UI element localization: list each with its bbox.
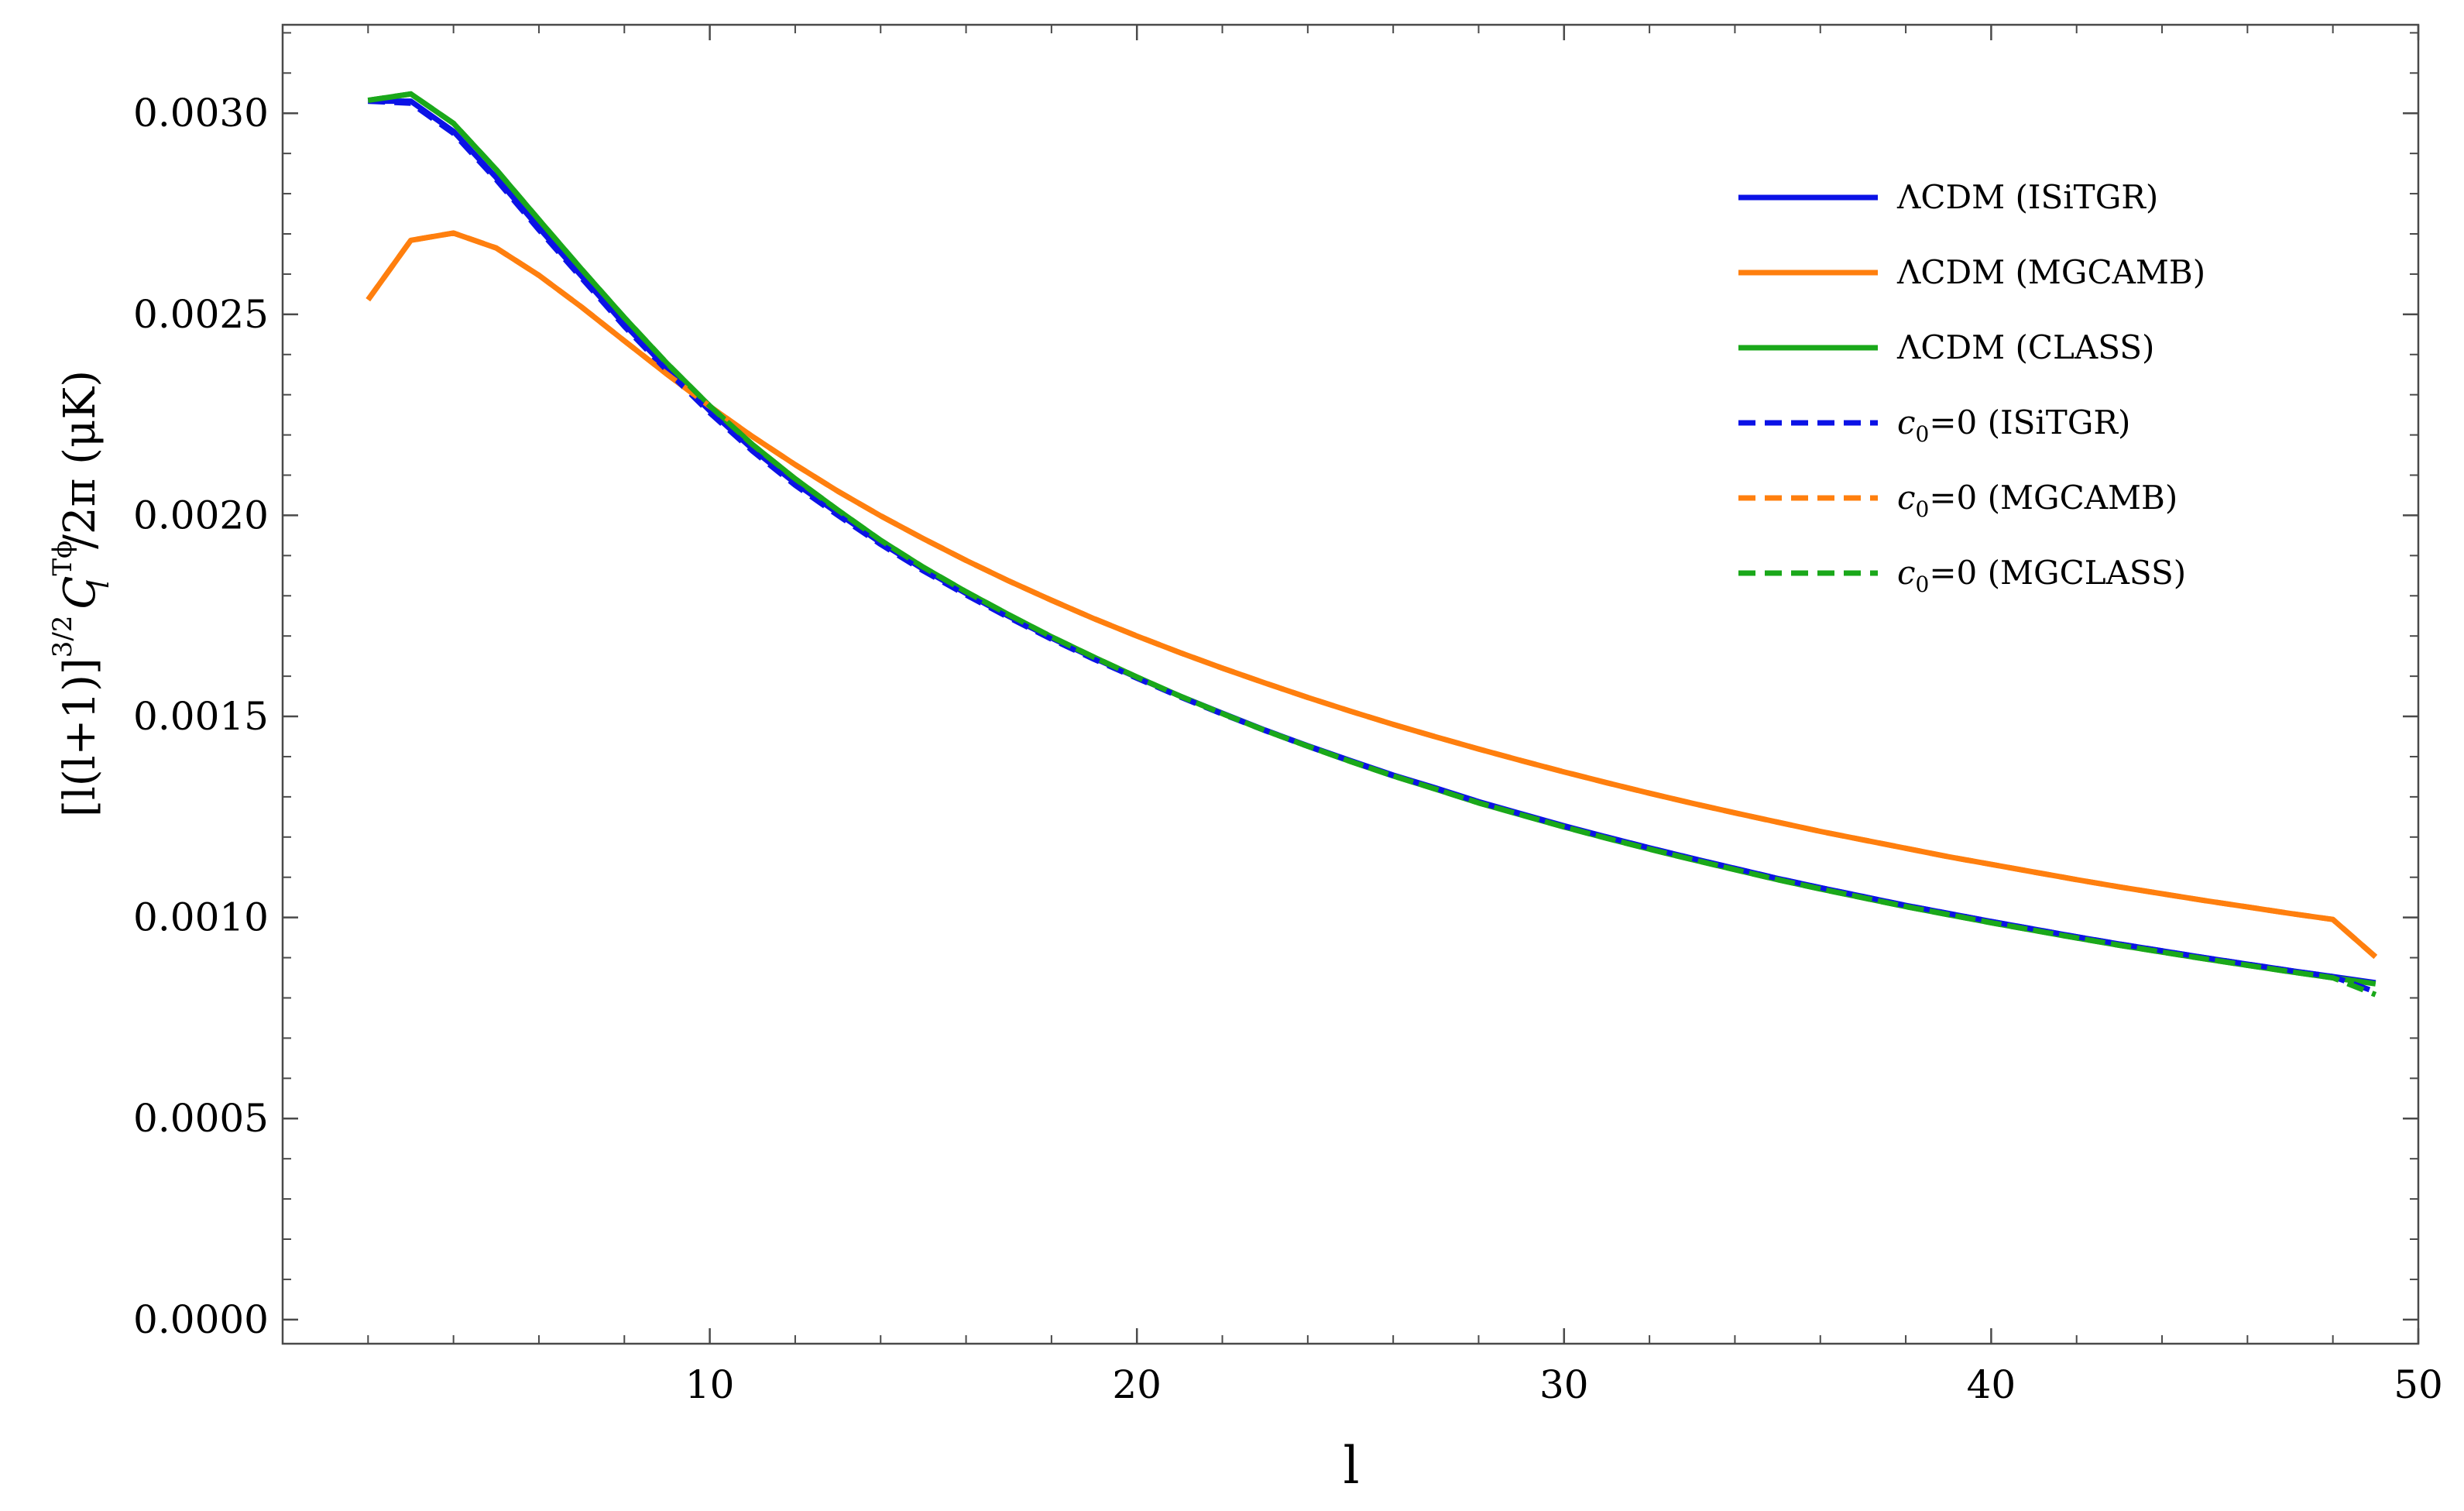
plot-frame bbox=[281, 23, 2420, 1345]
series-line-4 bbox=[368, 98, 2376, 994]
y-axis-title: [l(l+1)]3/2 CTϕl/2π (μK) bbox=[47, 370, 115, 817]
series-line-5 bbox=[365, 230, 2378, 960]
legend-label-2: ΛCDM (MGCAMB) bbox=[1896, 253, 2205, 291]
y-tick-label: 0.0015 bbox=[133, 694, 269, 739]
legend-label-3: ΛCDM (CLASS) bbox=[1896, 328, 2154, 366]
y-axis-title-base: [l(l+1)] bbox=[55, 658, 105, 817]
series-layer bbox=[365, 91, 2378, 998]
y-axis-title-subscript: l bbox=[84, 580, 115, 589]
y-tick-label: 0.0020 bbox=[133, 493, 269, 537]
y-axis-title-exponent: 3/2 bbox=[47, 616, 78, 658]
x-axis-title: l bbox=[1343, 1436, 1359, 1496]
axis-ticks bbox=[283, 25, 2420, 1344]
x-tick-label: 10 bbox=[685, 1362, 735, 1407]
x-tick-label: 30 bbox=[1539, 1362, 1589, 1407]
legend-label-1: ΛCDM (ISiTGR) bbox=[1896, 178, 2158, 216]
x-tick-labels: 10 20 30 40 50 bbox=[685, 1362, 2443, 1407]
x-tick-label: 20 bbox=[1112, 1362, 1162, 1407]
y-axis-title-suffix: /2π (μK) bbox=[55, 370, 105, 549]
y-axis-title-superscript: Tϕ bbox=[47, 541, 78, 576]
y-axis-title-symbol: C bbox=[55, 576, 105, 610]
legend-label-4: c0=0 (ISiTGR) bbox=[1897, 404, 2130, 447]
legend-label-6: c0=0 (MGCLASS) bbox=[1897, 554, 2186, 597]
legend-label-5: c0=0 (MGCAMB) bbox=[1897, 479, 2177, 522]
y-tick-labels: 0.0000 0.0005 0.0010 0.0015 0.0020 0.0025 0.00… bbox=[133, 91, 269, 1342]
series-line-6 bbox=[367, 91, 2377, 998]
x-tick-label: 40 bbox=[1967, 1362, 2016, 1407]
svg-text:[l(l+1)]3/2CTϕl/2π (μK): [l(l+1)]3/2 CTϕl/2π (μK) bbox=[47, 370, 115, 817]
y-tick-label: 0.0025 bbox=[133, 292, 269, 337]
y-tick-label: 0.0030 bbox=[133, 91, 269, 136]
x-tick-label: 50 bbox=[2394, 1362, 2443, 1407]
y-tick-label: 0.0005 bbox=[133, 1096, 269, 1141]
y-tick-label: 0.0000 bbox=[133, 1297, 269, 1342]
legend: ΛCDM (ISiTGR) ΛCDM (MGCAMB) ΛCDM (CLASS) c0… bbox=[1738, 178, 2205, 597]
y-tick-label: 0.0010 bbox=[133, 895, 269, 940]
